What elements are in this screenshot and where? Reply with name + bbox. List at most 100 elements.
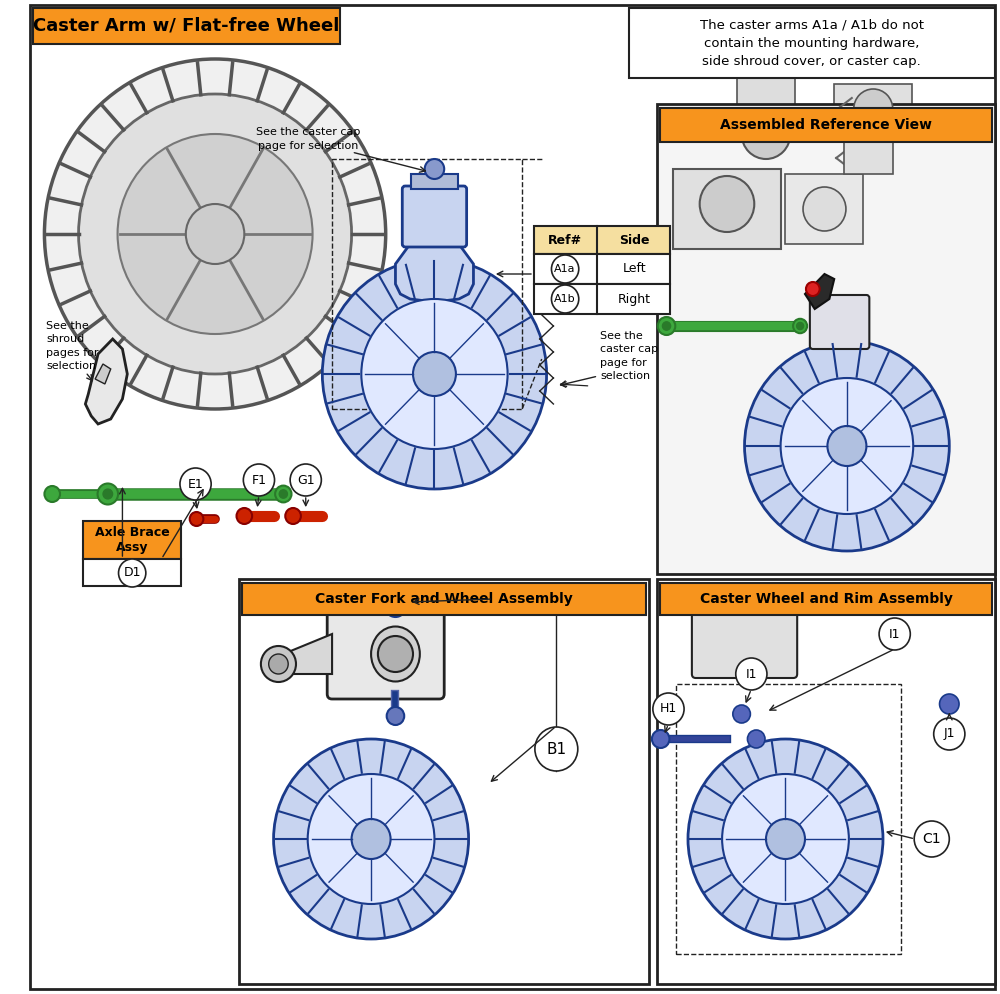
Circle shape [793, 319, 807, 333]
Bar [737, 64, 795, 114]
Polygon shape [395, 234, 473, 302]
Circle shape [733, 705, 750, 723]
Circle shape [378, 636, 413, 672]
Circle shape [551, 285, 579, 313]
Circle shape [385, 595, 406, 617]
Circle shape [361, 299, 508, 449]
Text: See the
caster cap
page for
selection: See the caster cap page for selection [600, 331, 658, 381]
Text: H1: H1 [660, 703, 677, 716]
Circle shape [119, 559, 146, 587]
Text: I1: I1 [889, 627, 900, 640]
Circle shape [180, 468, 211, 500]
Circle shape [747, 730, 765, 748]
Circle shape [118, 134, 313, 334]
Ellipse shape [371, 626, 420, 682]
Bar [411, 174, 458, 189]
Polygon shape [95, 364, 111, 384]
Text: See the
shroud
pages for
selection: See the shroud pages for selection [46, 321, 99, 371]
Bar [332, 159, 522, 409]
Bar [239, 579, 649, 984]
Text: I1: I1 [746, 668, 757, 681]
Text: Right: Right [618, 292, 651, 305]
Text: G1: G1 [297, 473, 315, 486]
Circle shape [190, 512, 203, 526]
FancyBboxPatch shape [810, 295, 869, 349]
Bar [629, 8, 995, 78]
Text: Ref#: Ref# [548, 234, 582, 247]
Circle shape [290, 464, 321, 496]
Text: Caster Arm w/ Flat-free Wheel: Caster Arm w/ Flat-free Wheel [33, 17, 339, 35]
Bar [785, 174, 863, 244]
Polygon shape [283, 634, 332, 674]
Text: J1: J1 [944, 728, 955, 741]
Text: A1a: A1a [554, 264, 576, 274]
Polygon shape [805, 274, 834, 309]
Circle shape [652, 730, 669, 748]
Circle shape [797, 322, 804, 330]
Bar [717, 589, 776, 609]
Circle shape [261, 646, 296, 682]
Text: A1b: A1b [554, 294, 576, 304]
Bar [534, 254, 670, 284]
Circle shape [352, 819, 391, 859]
Circle shape [308, 774, 434, 904]
FancyBboxPatch shape [242, 583, 646, 615]
Circle shape [322, 259, 547, 489]
Text: Assembled Reference View: Assembled Reference View [720, 118, 932, 132]
Bar [657, 579, 995, 984]
Text: Caster Wheel and Rim Assembly: Caster Wheel and Rim Assembly [700, 592, 952, 606]
Circle shape [722, 774, 849, 904]
Circle shape [653, 693, 684, 725]
Circle shape [854, 89, 893, 129]
Circle shape [285, 508, 301, 524]
Circle shape [387, 707, 404, 725]
Text: E1: E1 [188, 477, 203, 490]
Circle shape [781, 378, 913, 514]
Text: Caster Fork and Wheel Assembly: Caster Fork and Wheel Assembly [315, 592, 573, 606]
Text: See the caster cap
page for selection: See the caster cap page for selection [256, 127, 360, 151]
Text: Left: Left [623, 262, 646, 275]
Text: C1: C1 [922, 832, 941, 846]
Text: Side: Side [619, 234, 650, 247]
Bar [657, 104, 995, 574]
Circle shape [186, 204, 244, 264]
Circle shape [742, 109, 790, 159]
Circle shape [827, 426, 866, 466]
Circle shape [879, 618, 910, 650]
Circle shape [934, 718, 965, 750]
Circle shape [237, 508, 252, 524]
FancyBboxPatch shape [660, 583, 992, 615]
Text: The caster arms A1a / A1b do not
contain the mounting hardware,
side shroud cove: The caster arms A1a / A1b do not contain… [700, 19, 924, 68]
Bar [83, 559, 181, 586]
Bar [834, 84, 912, 134]
Circle shape [413, 352, 456, 396]
Circle shape [274, 739, 469, 939]
FancyBboxPatch shape [402, 186, 467, 247]
Circle shape [44, 486, 60, 502]
FancyBboxPatch shape [327, 609, 444, 699]
Circle shape [275, 486, 292, 502]
Bar [673, 169, 781, 249]
Circle shape [98, 483, 118, 505]
Circle shape [658, 317, 675, 335]
Circle shape [766, 819, 805, 859]
Circle shape [551, 255, 579, 283]
FancyBboxPatch shape [660, 108, 992, 142]
Circle shape [79, 94, 352, 374]
Circle shape [803, 187, 846, 231]
Circle shape [44, 59, 386, 409]
Circle shape [103, 489, 113, 499]
Circle shape [736, 658, 767, 690]
Bar [534, 226, 670, 254]
Text: Axle Brace
Assy: Axle Brace Assy [95, 526, 170, 555]
Circle shape [940, 694, 959, 714]
Circle shape [243, 464, 275, 496]
FancyBboxPatch shape [692, 605, 797, 678]
Circle shape [745, 341, 949, 551]
Circle shape [425, 159, 444, 179]
Text: F1: F1 [251, 473, 266, 486]
Polygon shape [85, 339, 127, 424]
Bar [83, 521, 181, 559]
Circle shape [688, 739, 883, 939]
Circle shape [662, 322, 671, 330]
